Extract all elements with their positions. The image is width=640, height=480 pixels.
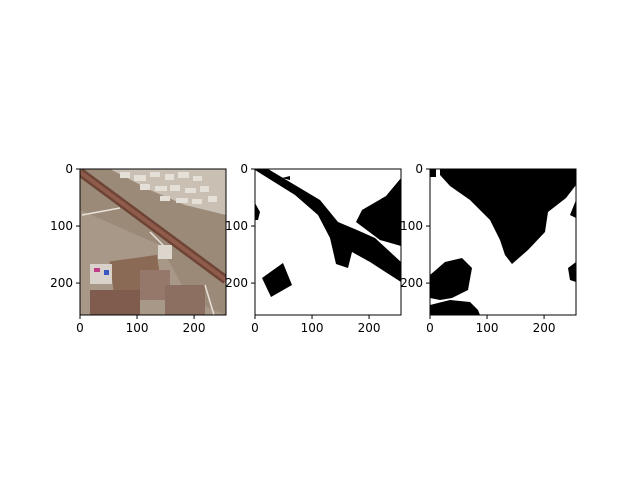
x-tick-label: 0 [76,321,84,335]
axes-layer: 0 100 200 0 100 200 0 100 200 0 100 200 0 100 200 0 100 2… [50,162,577,335]
x-tick-label: 200 [533,321,556,335]
y-tick-label: 0 [240,162,248,176]
x-tick-label: 100 [301,321,324,335]
axes-binary-mask-1: 0 100 200 0 100 200 [225,162,402,335]
axes-binary-mask-2: 0 100 200 0 100 200 [400,162,577,335]
aerial-image [80,169,226,315]
x-tick-label: 200 [183,321,206,335]
y-tick-label: 100 [400,219,423,233]
axes-frame [79,168,227,316]
panel-binary-mask-1 [255,169,401,315]
x-tick-label: 100 [476,321,499,335]
panel-aerial-photo [80,169,226,315]
x-tick-label: 0 [426,321,434,335]
axes-aerial-photo: 0 100 200 0 100 200 [50,162,227,335]
y-tick-label: 200 [225,276,248,290]
x-tick-label: 200 [358,321,381,335]
mask-image-1 [255,169,401,315]
y-tick-label: 100 [50,219,73,233]
axes-frame [429,168,577,316]
axes-frame [254,168,402,316]
y-tick-label: 0 [415,162,423,176]
y-tick-label: 200 [400,276,423,290]
x-tick-label: 0 [251,321,259,335]
y-tick-label: 100 [225,219,248,233]
y-tick-label: 0 [65,162,73,176]
panel-binary-mask-2 [430,169,576,315]
mask-image-2 [430,169,576,315]
y-tick-label: 200 [50,276,73,290]
x-tick-label: 100 [126,321,149,335]
